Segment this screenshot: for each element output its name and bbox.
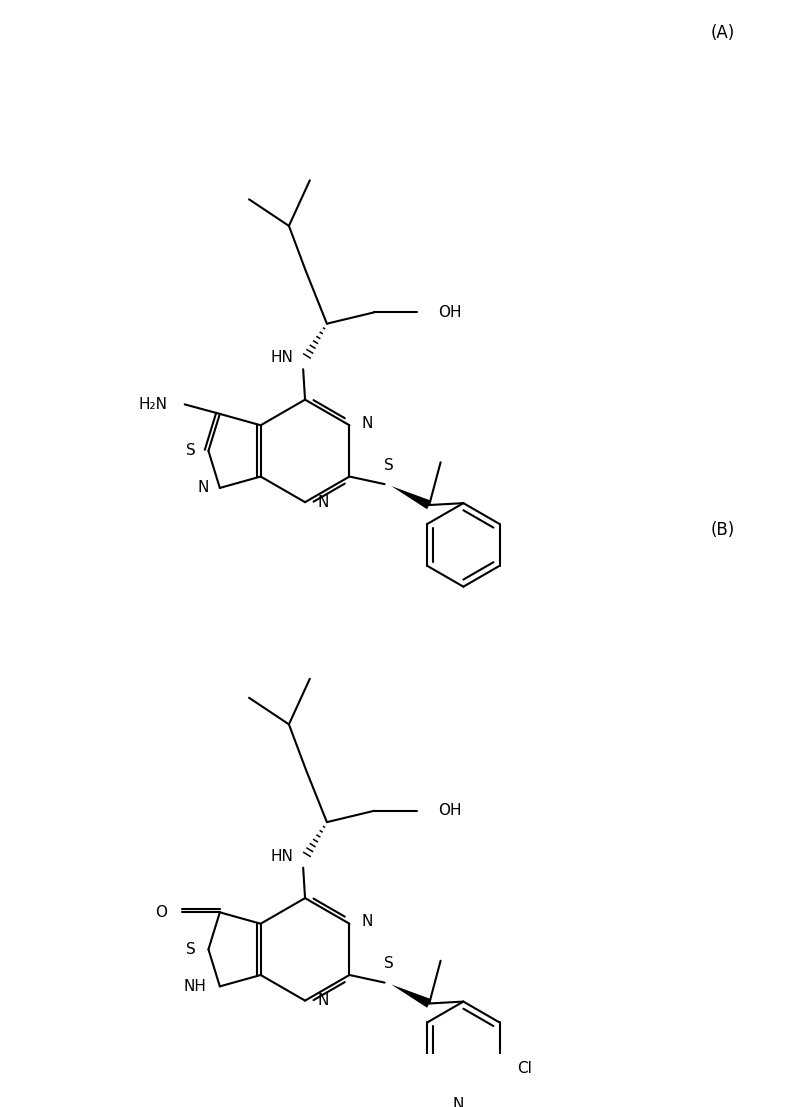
Text: (B): (B) [710,520,735,539]
Text: N: N [318,495,329,509]
Text: N: N [362,914,373,930]
Text: S: S [385,458,394,473]
Text: H₂N: H₂N [138,397,168,412]
Polygon shape [391,486,431,509]
Text: OH: OH [438,304,462,320]
Polygon shape [391,984,431,1007]
Text: N: N [197,480,209,496]
Text: N: N [362,416,373,431]
Text: OH: OH [438,804,462,818]
Text: NH: NH [184,979,206,994]
Text: Cl: Cl [517,1062,531,1076]
Text: S: S [385,956,394,971]
Text: N: N [453,1097,464,1107]
Text: N: N [318,993,329,1008]
Text: HN: HN [270,351,294,365]
Text: HN: HN [270,849,294,863]
Text: S: S [186,444,196,458]
Text: S: S [186,942,196,956]
Text: (A): (A) [710,24,735,42]
Text: O: O [156,904,168,920]
